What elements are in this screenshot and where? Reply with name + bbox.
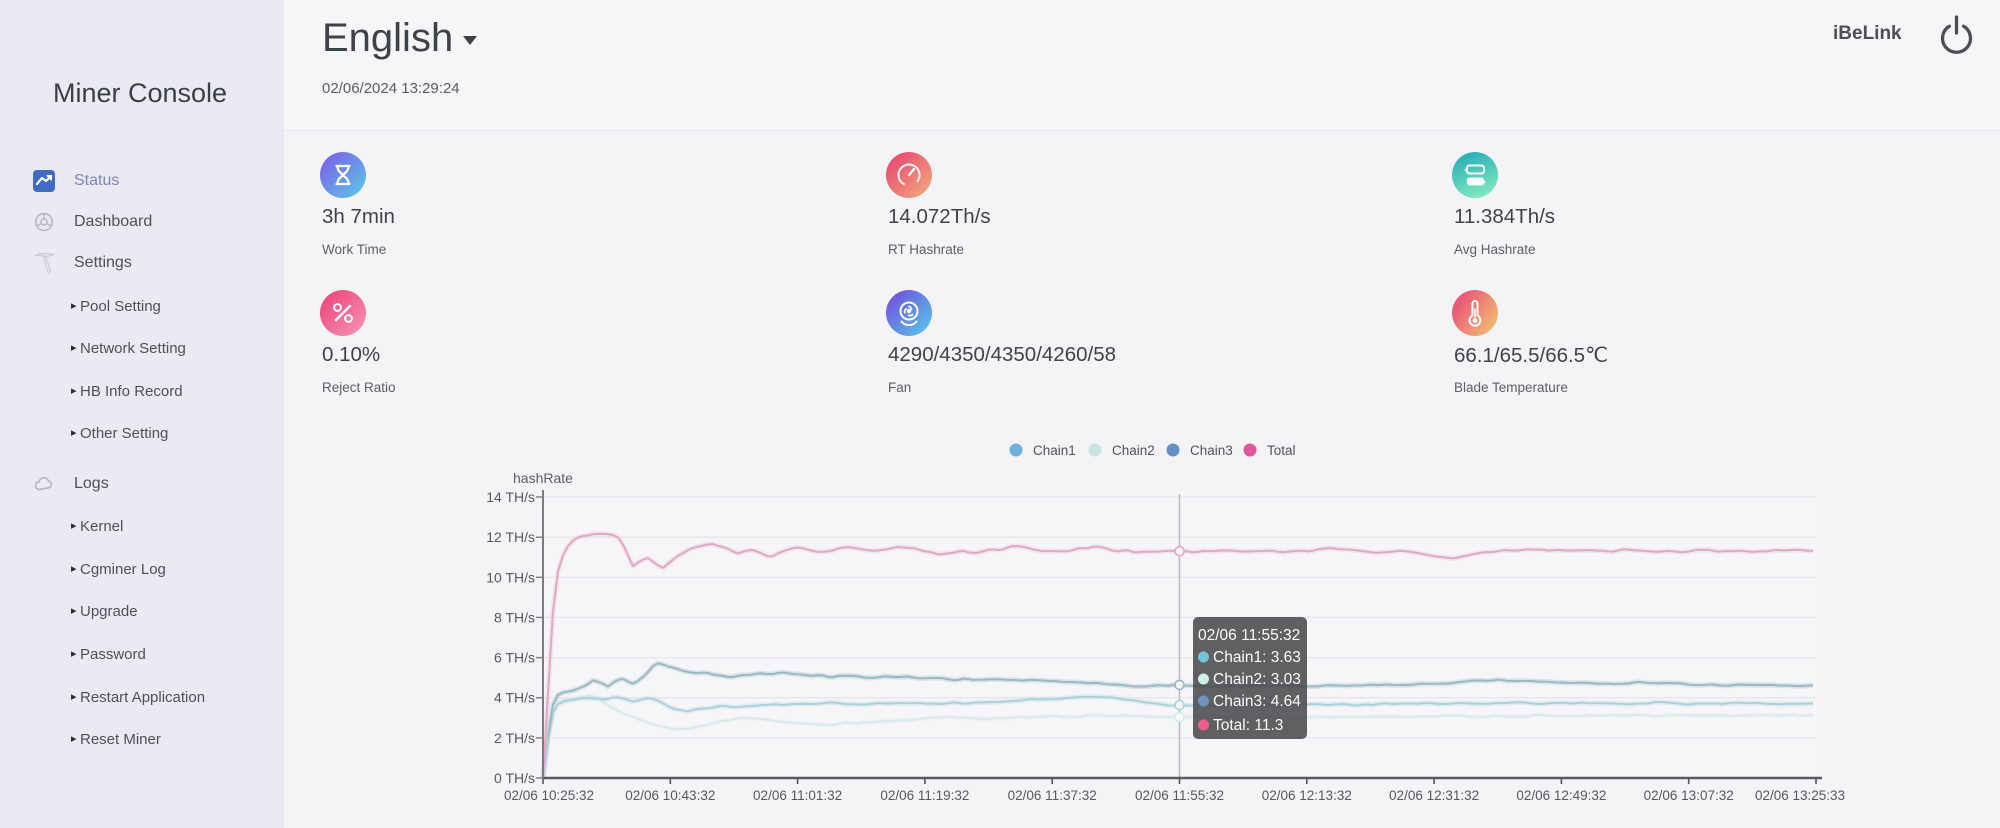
svg-text:Chain1: Chain1 <box>1033 443 1076 458</box>
svg-text:2 TH/s: 2 TH/s <box>494 730 535 746</box>
svg-text:02/06 11:55:32: 02/06 11:55:32 <box>1198 627 1300 644</box>
svg-text:02/06 12:13:32: 02/06 12:13:32 <box>1262 788 1352 803</box>
svg-text:02/06 10:25:32: 02/06 10:25:32 <box>504 788 594 803</box>
svg-text:02/06 13:07:32: 02/06 13:07:32 <box>1644 788 1734 803</box>
svg-text:Chain3: 4.64: Chain3: 4.64 <box>1213 693 1301 710</box>
svg-text:Chain1: 3.63: Chain1: 3.63 <box>1213 649 1301 666</box>
svg-text:Chain2: 3.03: Chain2: 3.03 <box>1213 671 1301 688</box>
svg-text:Total: Total <box>1267 443 1296 458</box>
svg-text:hashRate: hashRate <box>513 470 573 486</box>
svg-text:02/06 12:31:32: 02/06 12:31:32 <box>1389 788 1479 803</box>
svg-text:Chain3: Chain3 <box>1190 443 1233 458</box>
svg-text:10 TH/s: 10 TH/s <box>486 569 535 585</box>
svg-text:02/06 11:01:32: 02/06 11:01:32 <box>753 788 842 803</box>
svg-text:14 TH/s: 14 TH/s <box>486 489 535 505</box>
svg-text:02/06 11:55:32: 02/06 11:55:32 <box>1135 788 1224 803</box>
svg-text:6 TH/s: 6 TH/s <box>494 650 535 666</box>
svg-text:12 TH/s: 12 TH/s <box>486 529 535 545</box>
svg-text:02/06 10:43:32: 02/06 10:43:32 <box>625 788 715 803</box>
svg-text:02/06 12:49:32: 02/06 12:49:32 <box>1516 788 1606 803</box>
svg-text:02/06 11:37:32: 02/06 11:37:32 <box>1008 788 1097 803</box>
svg-text:Total: 11.3: Total: 11.3 <box>1213 717 1283 734</box>
svg-text:02/06 13:25:33: 02/06 13:25:33 <box>1755 788 1845 803</box>
svg-text:8 TH/s: 8 TH/s <box>494 609 535 625</box>
svg-text:Chain2: Chain2 <box>1112 443 1155 458</box>
svg-text:0 TH/s: 0 TH/s <box>494 770 535 786</box>
svg-text:02/06 11:19:32: 02/06 11:19:32 <box>880 788 969 803</box>
svg-text:4 TH/s: 4 TH/s <box>494 690 535 706</box>
